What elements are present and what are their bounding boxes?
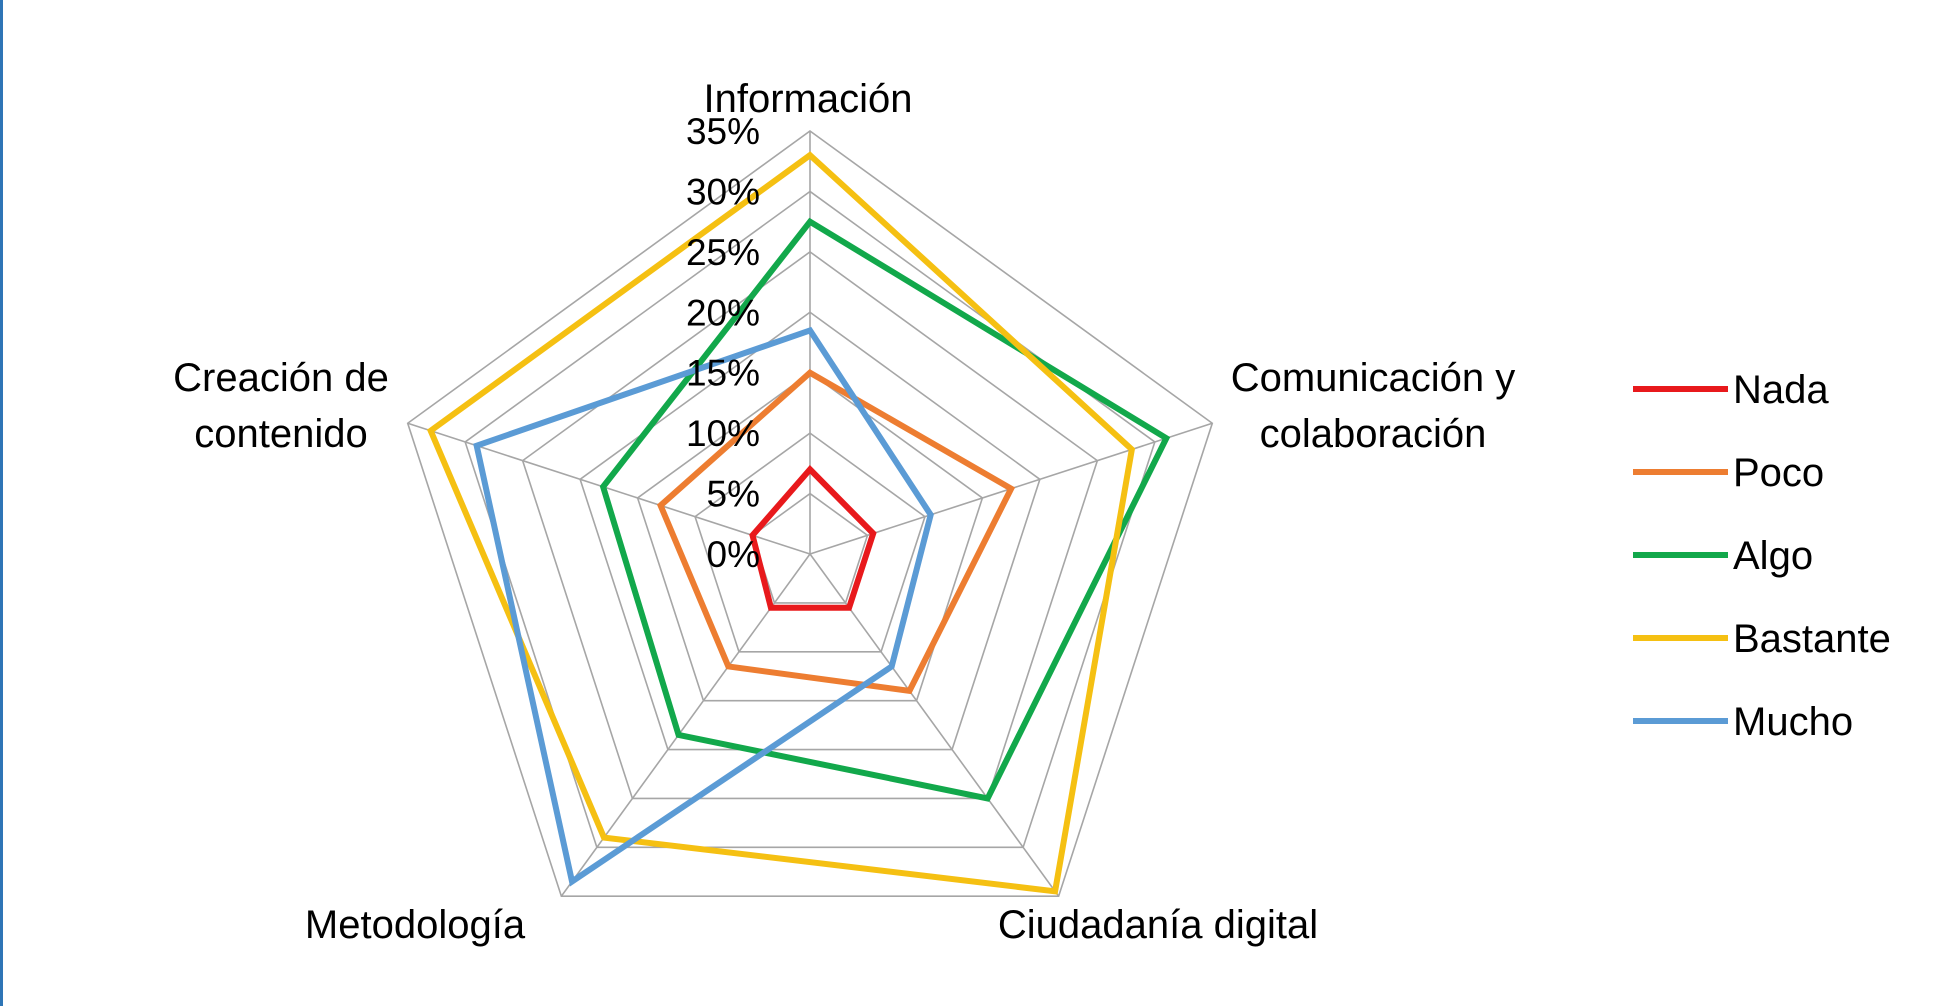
series-line-bastante	[426, 151, 1136, 895]
legend-label-algo: Algo	[1733, 534, 1813, 578]
grid-layer	[406, 130, 1214, 898]
grid-ring	[694, 432, 926, 653]
legend-label-poco: Poco	[1733, 451, 1824, 495]
grid-ring	[406, 130, 1214, 898]
tick-label: 35%	[686, 111, 760, 152]
series-line-nada	[749, 464, 877, 611]
grid-ring	[579, 311, 1041, 751]
grid-ring	[521, 250, 1099, 800]
tick-layer: 0% 5% 10% 15% 20% 25% 30% 35%	[686, 111, 760, 575]
tick-label: 15%	[686, 353, 760, 394]
tick-label: 0%	[707, 534, 760, 575]
grid-ring	[636, 371, 984, 702]
tick-label: 25%	[686, 232, 760, 273]
axis-label: Información	[704, 77, 913, 121]
axis-label: Creación de	[173, 356, 389, 400]
legend-label-mucho: Mucho	[1733, 700, 1853, 744]
legend-label-nada: Nada	[1733, 368, 1829, 412]
legend: Nada Poco Algo Bastante Mucho	[1633, 368, 1891, 744]
series-line-mucho	[473, 326, 934, 887]
series-line-algo	[599, 217, 1171, 802]
axis-label-layer: Información Comunicación y colaboración Ciu…	[173, 77, 1515, 947]
axis-spoke	[809, 553, 1060, 897]
axis-label: Comunicación y	[1231, 356, 1516, 400]
tick-label: 30%	[686, 171, 760, 212]
series-layer	[426, 151, 1171, 895]
radar-chart: 0% 5% 10% 15% 20% 25% 30% 35% Información Comuni…	[173, 77, 1891, 947]
tick-label: 10%	[686, 413, 760, 454]
axis-label: contenido	[194, 412, 367, 456]
axis-label: Metodología	[305, 903, 526, 947]
axis-label: Ciudadanía digital	[998, 903, 1318, 947]
tick-label: 5%	[707, 474, 760, 515]
grid-ring	[464, 190, 1156, 849]
legend-label-bastante: Bastante	[1733, 617, 1891, 661]
series-line-poco	[656, 369, 1016, 695]
tick-label: 20%	[686, 292, 760, 333]
axis-label: colaboración	[1260, 412, 1487, 456]
